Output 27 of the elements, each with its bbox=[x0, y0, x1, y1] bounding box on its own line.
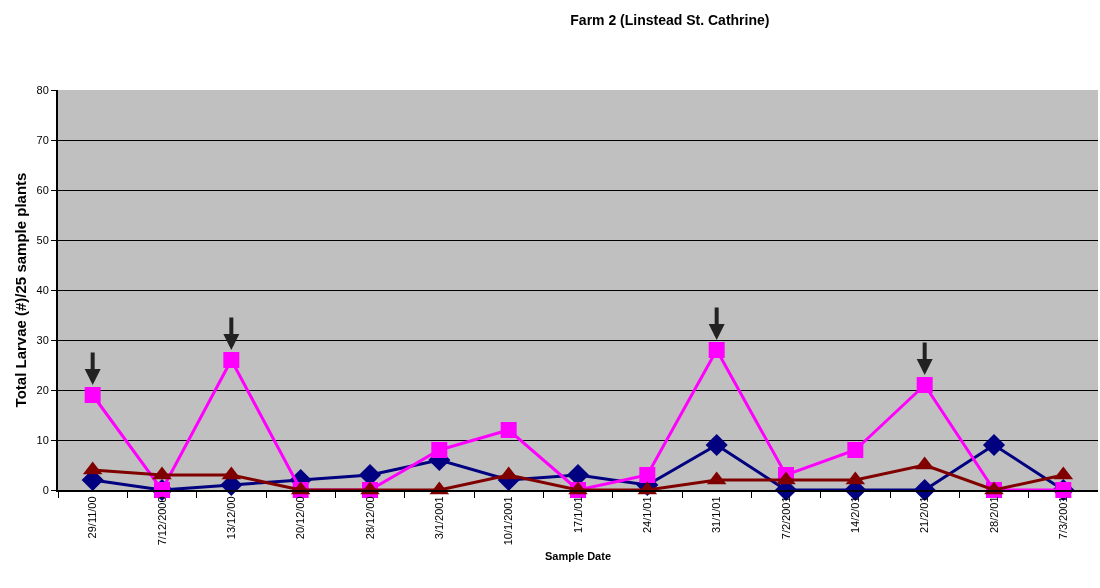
x-tick-label: 21/2/01 bbox=[918, 496, 931, 534]
x-axis-title: Sample Date bbox=[544, 550, 612, 563]
y-tick-label: 80 bbox=[36, 83, 49, 96]
y-tick-label: 10 bbox=[36, 433, 49, 446]
x-tick-label: 7/2/2001 bbox=[779, 496, 792, 540]
y-tick-label: 20 bbox=[36, 383, 49, 396]
x-tick-label: 28/2/01 bbox=[987, 496, 1000, 534]
x-tick-label: 10/1/2001 bbox=[502, 496, 515, 546]
x-tick-label: 20/12/00 bbox=[294, 496, 307, 540]
y-tick-label: 40 bbox=[36, 283, 49, 296]
x-tick-label: 14/2/01 bbox=[848, 496, 861, 534]
x-tick-label: 24/1/01 bbox=[640, 496, 653, 534]
y-axis-title: Total Larvae (#)/25 sample plants bbox=[12, 172, 30, 408]
x-tick-label: 7/12/2000 bbox=[155, 496, 168, 546]
x-tick-label: 28/12/00 bbox=[363, 496, 376, 540]
y-tick-label: 70 bbox=[36, 133, 49, 146]
x-tick-label: 7/3/2001 bbox=[1056, 496, 1069, 540]
y-tick-label: 0 bbox=[42, 483, 49, 496]
x-tick-label: 17/1/01 bbox=[571, 496, 584, 534]
x-tick-label: 3/1/2001 bbox=[432, 496, 445, 540]
x-tick-label: 31/1/01 bbox=[710, 496, 723, 534]
chart-title: Farm 2 (Linstead St. Cathrine) bbox=[570, 11, 770, 28]
y-tick-label: 60 bbox=[36, 183, 49, 196]
x-tick-label: 13/12/00 bbox=[224, 496, 237, 540]
y-tick-label: 30 bbox=[36, 333, 49, 346]
x-tick-label: 29/11/00 bbox=[86, 496, 99, 539]
y-tick-label: 50 bbox=[36, 233, 49, 246]
